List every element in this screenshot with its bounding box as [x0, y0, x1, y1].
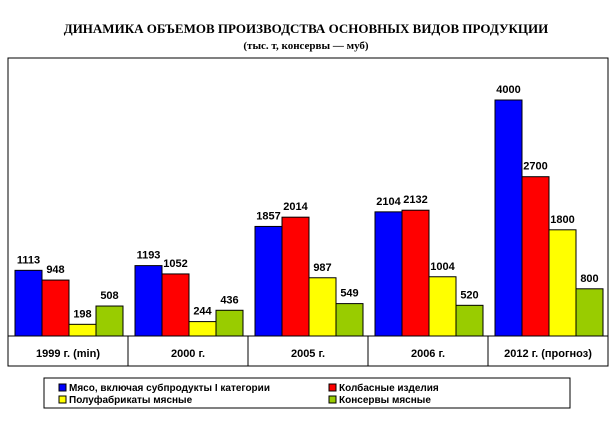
category-tick-label: 2000 г. [171, 348, 205, 360]
data-label: 520 [460, 289, 478, 301]
category-tick-label: 1999 г. (min) [36, 348, 100, 360]
bar [14, 269, 43, 337]
data-label: 800 [580, 273, 598, 285]
bar [68, 323, 97, 337]
data-label: 1113 [17, 254, 40, 266]
bar [548, 229, 577, 337]
bar [281, 216, 310, 337]
legend-entry: Мясо, включая субпродукты I категории [69, 382, 270, 394]
bar [41, 279, 70, 337]
data-label: 1857 [256, 210, 280, 222]
legend-swatch [328, 383, 337, 392]
data-label: 2132 [403, 194, 427, 206]
data-label: 948 [46, 264, 64, 276]
category-tick-label: 2005 г. [291, 348, 325, 360]
data-label: 2700 [523, 161, 547, 173]
data-label: 436 [220, 294, 238, 306]
data-label: 2104 [376, 196, 401, 208]
legend-swatch [328, 395, 337, 404]
chart-title: ДИНАМИКА ОБЪЕМОВ ПРОИЗВОДСТВА ОСНОВНЫХ В… [64, 21, 549, 36]
data-label: 198 [73, 308, 91, 320]
plot-frame [7, 57, 609, 367]
data-label: 549 [340, 288, 358, 300]
data-label: 4000 [496, 84, 520, 96]
legend-entry: Консервы мясные [339, 395, 431, 406]
bar [575, 288, 604, 337]
bar [161, 273, 190, 337]
bar [335, 303, 364, 337]
bar [374, 211, 403, 337]
bar [254, 225, 283, 337]
data-label: 1800 [550, 214, 574, 226]
bar [521, 176, 550, 337]
data-label: 244 [193, 306, 212, 318]
legend-entry: Полуфабрикаты мясные [69, 394, 193, 406]
bar [95, 305, 124, 337]
data-label: 508 [100, 290, 118, 302]
category-tick-label: 2006 г. [411, 348, 445, 360]
bar [401, 209, 430, 337]
legend-swatch [58, 395, 67, 404]
data-label: 987 [313, 262, 331, 274]
legend-swatch [58, 383, 67, 392]
data-label: 2014 [283, 201, 308, 213]
legend: Мясо, включая субпродукты I категории Кол… [43, 377, 571, 409]
bar [494, 99, 523, 337]
bar [455, 304, 484, 337]
data-label: 1052 [163, 258, 187, 270]
data-label: 1004 [430, 261, 455, 273]
bar [428, 276, 457, 337]
legend-frame [43, 377, 571, 409]
chart-subtitle: (тыс. т, консервы — муб) [243, 40, 369, 52]
category-tick-label: 2012 г. (прогноз) [504, 348, 592, 360]
bar [188, 321, 217, 337]
legend-entry: Колбасные изделия [339, 382, 439, 394]
bar [215, 309, 244, 337]
data-label: 1193 [137, 250, 161, 262]
bar [134, 265, 163, 337]
bar [308, 277, 337, 337]
